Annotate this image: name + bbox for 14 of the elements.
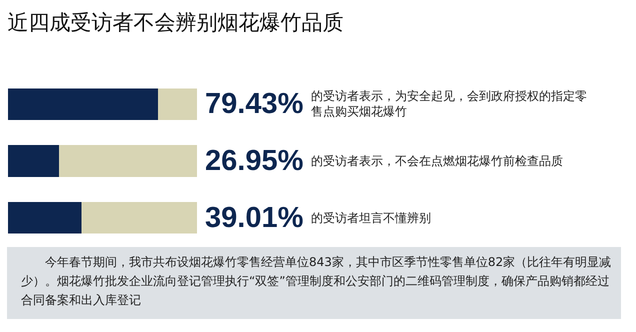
data-label: 26.95% (205, 145, 304, 177)
y-tick-label: 的受访者表示，不会在点燃烟花爆竹前检查品质 (311, 154, 563, 168)
bar (8, 145, 59, 177)
data-label: 79.43% (205, 88, 304, 120)
bar (82, 202, 197, 234)
bar (58, 145, 197, 177)
y-tick-label: 的受访者坦言不懂辨别 (311, 211, 431, 225)
text: 今年春节期间，我市共布设烟花爆竹零售经营单位843家，其中市区季节性零售单位82家（比往年有明显减少）。烟花爆竹批发企业流向登记管理执行“双签”管理制度和公安部门的二维码管理制度，确保产品购销都经过合同备案和出入库登记 (7, 247, 621, 319)
bar (158, 88, 197, 120)
bar (8, 88, 158, 120)
data-label: 39.01% (205, 202, 304, 234)
bar (8, 202, 82, 234)
chart-title: 近四成受访者不会辨别烟花爆竹品质 (8, 10, 344, 34)
y-tick-label: 的受访者表示，为安全起见，会到政府授权的指定零售点购买烟花爆竹 (311, 89, 587, 119)
